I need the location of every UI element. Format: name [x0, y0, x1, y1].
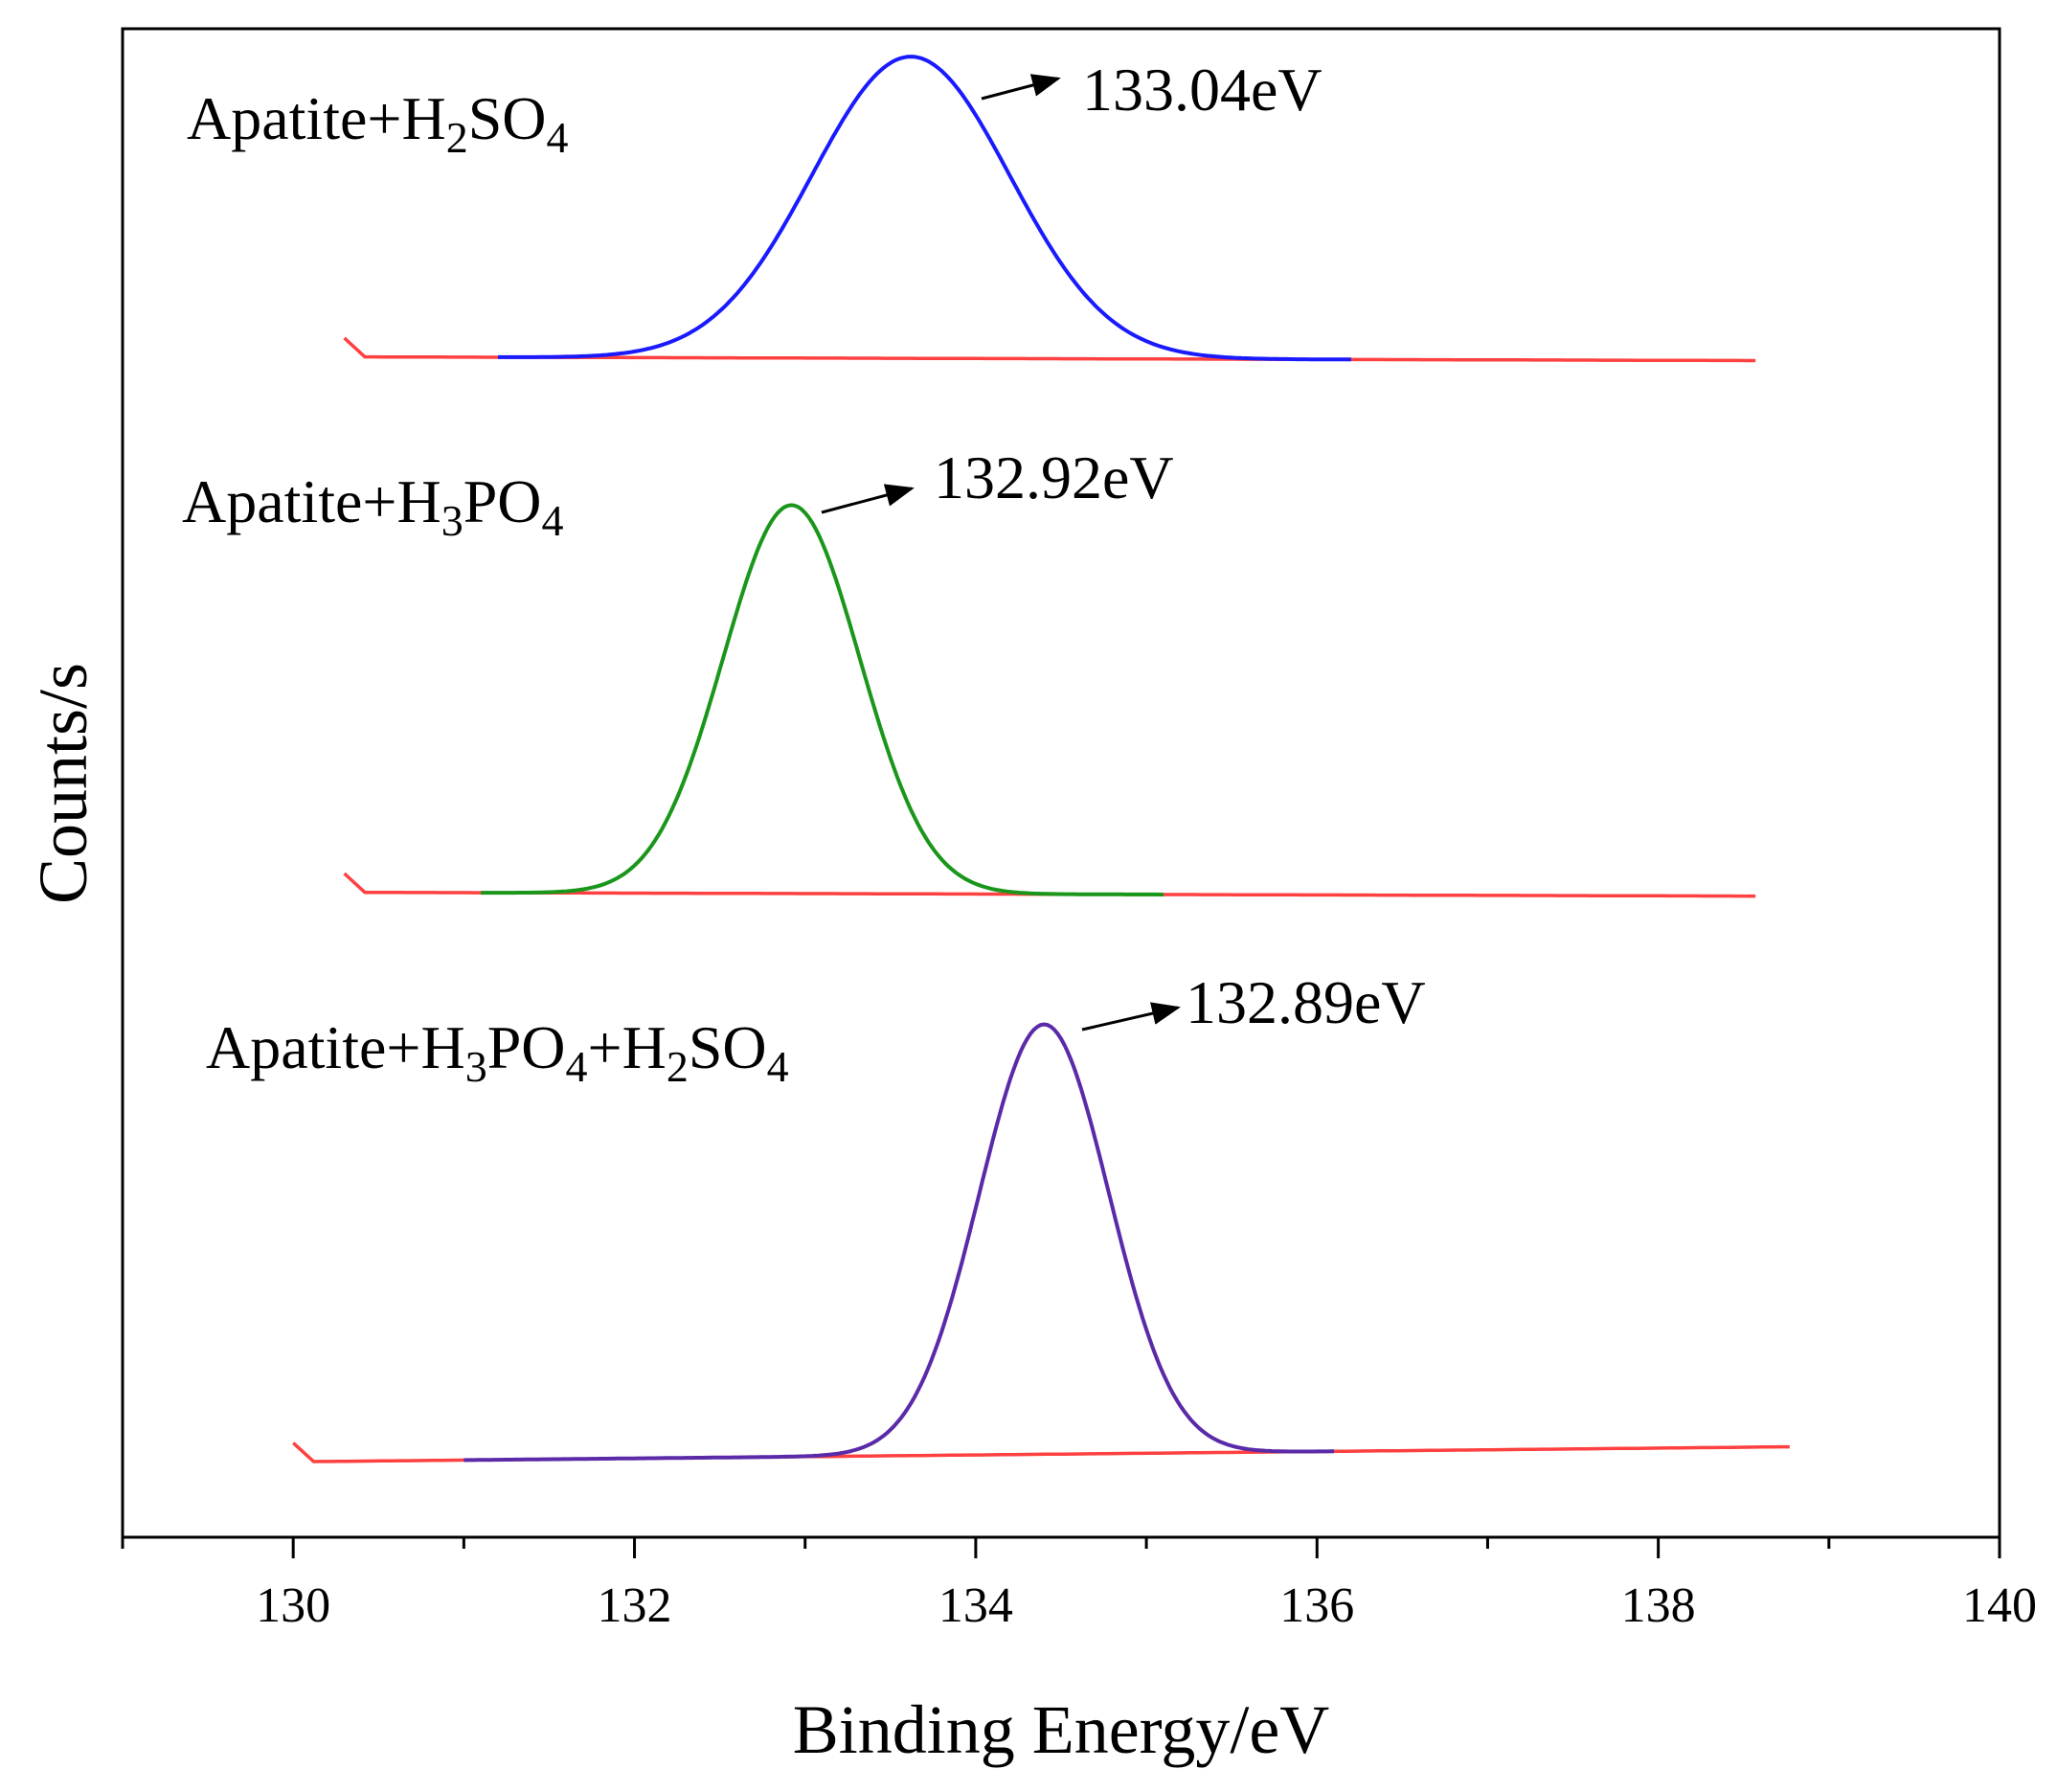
label-text: SO — [468, 84, 547, 152]
subscript: 3 — [465, 1042, 487, 1091]
peak-label-3: 132.89eV — [1186, 968, 1426, 1036]
label-text: Apatite+H — [187, 84, 446, 152]
subscript: 2 — [667, 1042, 689, 1091]
series-label-3: Apatite+H3PO4+H2SO4 — [206, 1013, 789, 1091]
peak-curve-1 — [498, 55, 1351, 362]
x-tick-label: 134 — [938, 1578, 1013, 1633]
subscript: 4 — [547, 113, 569, 162]
label-text: SO — [689, 1013, 767, 1081]
label-text: Apatite+H — [182, 467, 441, 535]
label-text: PO — [463, 467, 542, 535]
series-layer: Apatite+H2SO4133.04eVApatite+H3PO4132.92… — [182, 55, 1790, 1463]
series-label-2: Apatite+H3PO4 — [182, 467, 564, 545]
label-text: Apatite+H — [206, 1013, 465, 1081]
x-ticks: 130 132 134 136 138 140 — [121, 1537, 2037, 1633]
subscript: 4 — [566, 1042, 588, 1091]
peak-arrow-2 — [821, 484, 915, 514]
peak-curve-2 — [481, 503, 1164, 896]
series-1: Apatite+H2SO4 133.04eV — [187, 55, 1756, 363]
subscript: 4 — [767, 1042, 789, 1091]
x-tick-label: 130 — [256, 1578, 330, 1633]
series-2: Apatite+H3PO4 132.92eV — [182, 443, 1756, 898]
x-tick-label: 140 — [1962, 1578, 2037, 1633]
peak-label-2: 132.92eV — [934, 443, 1174, 511]
peak-curve-3 — [463, 1022, 1335, 1463]
series-label-1: Apatite+H2SO4 — [187, 84, 569, 162]
plot-frame — [121, 27, 2001, 1539]
x-tick-label: 136 — [1279, 1578, 1354, 1633]
label-text: PO — [487, 1013, 566, 1081]
label-text: +H — [588, 1013, 667, 1081]
x-tick-label: 132 — [598, 1578, 672, 1633]
x-axis-title: Binding Energy/eV — [793, 1691, 1330, 1768]
peak-arrow-1 — [981, 74, 1061, 101]
x-tick-label: 138 — [1621, 1578, 1696, 1633]
y-axis-title: Counts/s — [25, 663, 102, 904]
peak-arrow-3 — [1081, 1002, 1181, 1032]
subscript: 4 — [542, 496, 564, 545]
peak-label-1: 133.04eV — [1082, 56, 1322, 124]
subscript: 3 — [441, 496, 463, 545]
subscript: 2 — [446, 113, 468, 162]
